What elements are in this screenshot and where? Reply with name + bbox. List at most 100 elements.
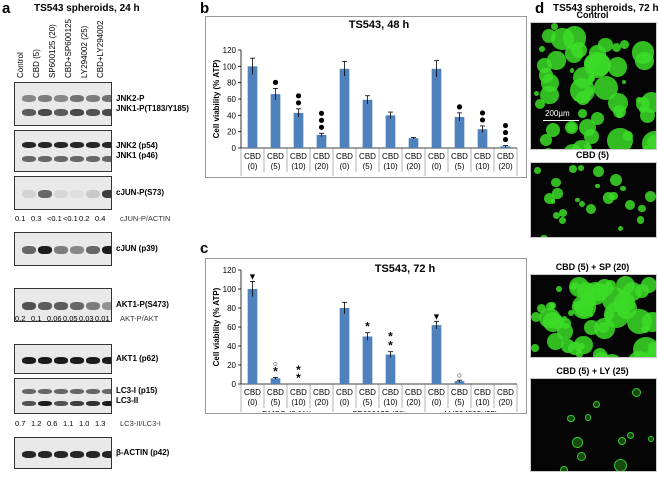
spheroid — [561, 339, 576, 354]
bar — [408, 138, 419, 148]
ratio-row: 0.7 1.2 0.6 1.1 1.0 1.3 LC3-II/LC3-I — [14, 419, 214, 429]
spheroid — [644, 191, 656, 203]
group-label: SP600125 (20) — [352, 410, 406, 412]
spheroid — [552, 188, 564, 200]
ratio-value: 0.6 — [47, 419, 58, 428]
spheroid — [559, 466, 568, 471]
x-category-label: (0) — [432, 162, 442, 171]
x-category-label: (20) — [314, 162, 329, 171]
blot-image — [14, 288, 112, 322]
blot-band — [86, 94, 100, 102]
microscopy-label: CBD (5) — [576, 150, 609, 160]
blot-image — [14, 437, 112, 469]
spheroid — [610, 174, 622, 187]
x-category-label: (20) — [406, 398, 421, 407]
significance-mark: * — [388, 339, 393, 353]
x-category-label: (20) — [498, 162, 513, 171]
x-category-label: (10) — [475, 162, 490, 171]
blot-band — [38, 450, 52, 458]
significance-mark: * — [388, 330, 393, 344]
y-tick-label: 60 — [227, 323, 236, 332]
x-category-label: (20) — [498, 398, 513, 407]
ratio-value: 0.2 — [79, 214, 90, 223]
significance-dot — [479, 110, 486, 116]
bar — [293, 112, 304, 148]
spheroid — [584, 413, 592, 421]
y-tick-label: 20 — [227, 128, 236, 137]
bar — [477, 129, 488, 148]
spheroid — [625, 310, 630, 315]
significance-mark: ▼ — [248, 271, 257, 281]
x-category-label: (5) — [271, 398, 281, 407]
lane-label: SP600125 (20) — [48, 24, 57, 78]
spheroid — [578, 109, 587, 119]
x-category-label: CBD — [244, 388, 261, 397]
ratio-value: 0.4 — [95, 214, 106, 223]
chart-title: TS543, 48 h — [349, 19, 410, 31]
chart-b: TS543, 48 h Cell viability (% ATP) 0 20 40 60… — [212, 19, 518, 176]
x-category-label: (5) — [455, 398, 465, 407]
spheroid — [541, 147, 556, 149]
ratio-value: 0.03 — [79, 314, 94, 323]
microscopy-image — [530, 378, 657, 472]
x-category-label: CBD — [474, 388, 491, 397]
spheroid — [540, 134, 553, 146]
blot-label: β-ACTIN (p42) — [116, 448, 170, 457]
significance-dot — [502, 122, 509, 129]
blot-band — [102, 388, 111, 394]
bar — [385, 354, 396, 384]
x-category-label: CBD — [244, 152, 261, 161]
ratio-label: AKT-P/AKT — [120, 314, 159, 323]
x-category-label: CBD — [359, 388, 376, 397]
blot-label: AKT1 (p62) — [116, 354, 159, 363]
spheroid — [604, 310, 615, 320]
y-tick-label: 40 — [227, 342, 236, 351]
x-category-label: CBD — [313, 388, 330, 397]
blot-band — [86, 108, 100, 116]
x-category-label: (20) — [406, 162, 421, 171]
ratio-value: <0.1 — [63, 214, 78, 223]
spheroid — [579, 200, 586, 207]
spheroid — [576, 91, 590, 105]
blot-label: LC3-I (p15) LC3-II — [116, 386, 158, 405]
significance-dot — [272, 79, 279, 85]
spheroid — [624, 200, 635, 211]
spheroid — [611, 42, 621, 53]
scale-bar-label: 200µm — [545, 109, 570, 118]
significance-dot — [318, 110, 325, 116]
ratio-value: 1.3 — [95, 419, 106, 428]
y-axis-label: Cell viability (% ATP) — [212, 59, 221, 138]
blot-band — [102, 142, 111, 148]
blot-band — [86, 156, 100, 162]
spheroid — [551, 27, 574, 50]
y-axis-label: Cell viability (% ATP) — [212, 287, 221, 366]
blot-band — [86, 400, 100, 406]
spheroid — [577, 451, 587, 462]
blot-band — [54, 142, 68, 148]
group-label: LU294002 (25) — [444, 410, 498, 412]
blot-band — [102, 190, 111, 198]
bar — [385, 115, 396, 148]
spheroid — [574, 96, 579, 101]
spheroid — [607, 92, 629, 114]
spheroid — [533, 90, 540, 97]
blot-image — [14, 232, 112, 266]
spheroid — [534, 98, 546, 110]
bar — [454, 116, 465, 148]
spheroid — [622, 281, 643, 302]
lane-label: CBD (5) — [32, 49, 41, 78]
spheroid — [615, 110, 624, 119]
panel-d-letter: d — [535, 0, 545, 17]
spheroid — [604, 280, 616, 291]
blot-band — [86, 388, 100, 394]
spheroid — [613, 458, 628, 471]
ratio-row: 0.1 0.3 <0.1 <0.1 0.2 0.4 cJUN-P/ACTIN — [14, 214, 214, 224]
blot-label: cJUN (p39) — [116, 244, 158, 253]
panel-d-title: TS543 spheroids, 72 h — [553, 3, 658, 14]
blot-image — [14, 82, 112, 126]
significance-mark: * — [365, 320, 370, 334]
x-category-label: (0) — [248, 398, 258, 407]
blot-band — [38, 302, 52, 310]
spheroid — [539, 307, 560, 329]
spheroid — [583, 56, 598, 71]
